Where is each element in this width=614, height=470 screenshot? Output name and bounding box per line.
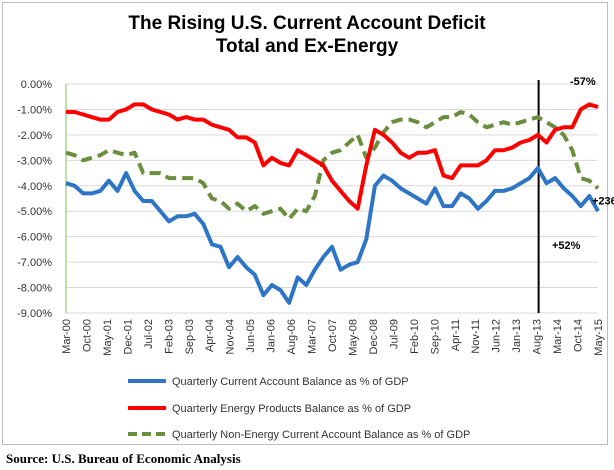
x-tick-label: Jul-02: [143, 319, 155, 349]
x-tick-label: Dec-08: [368, 319, 380, 354]
x-tick-label: Mar-14: [552, 319, 564, 354]
x-tick-label: Nov-11: [470, 319, 482, 354]
x-tick-label: Jun-12: [491, 319, 503, 353]
y-tick-label: -1.00%: [17, 104, 52, 116]
chart-title: The Rising U.S. Current Account Deficit …: [0, 12, 614, 58]
x-tick-label: Mar-00: [61, 319, 73, 354]
x-tick-label: May-08: [347, 319, 359, 356]
series-line-energy-products: [66, 102, 599, 211]
legend-label: Quarterly Energy Products Balance as % o…: [172, 403, 411, 415]
legend-label: Quarterly Non-Energy Current Account Bal…: [172, 429, 470, 441]
x-tick-label: Aug-13: [532, 319, 544, 354]
y-tick-label: -8.00%: [17, 283, 52, 295]
x-tick-label: Apr-11: [450, 319, 462, 351]
series-line-current-account: [65, 166, 600, 305]
source-note: Source: U.S. Bureau of Economic Analysis: [6, 451, 241, 466]
y-tick-label: -4.00%: [17, 181, 52, 193]
x-tick-label: Jun-05: [245, 319, 257, 353]
y-tick-label: -9.00%: [17, 308, 52, 320]
y-tick-label: -7.00%: [17, 257, 52, 269]
x-tick-label: Sep-03: [184, 319, 196, 354]
y-tick-label: -3.00%: [17, 155, 52, 167]
x-tick-label: May-15: [593, 319, 605, 356]
legend-label: Quarterly Current Account Balance as % o…: [172, 376, 409, 388]
x-tick-label: Nov-04: [225, 319, 237, 354]
x-tick-label: Dec-01: [122, 319, 134, 354]
y-tick-label: 0.00%: [21, 79, 52, 91]
x-tick-label: Mar-07: [307, 319, 319, 354]
x-tick-label: May-01: [102, 319, 114, 356]
x-tick-label: Feb-10: [409, 319, 421, 354]
x-tick-label: Feb-03: [163, 319, 175, 354]
x-tick-label: Oct-07: [327, 319, 339, 352]
series-line-non-energy: [65, 110, 600, 221]
x-tick-label: Oct-14: [573, 319, 585, 352]
y-tick-label: -6.00%: [17, 232, 52, 244]
chart-title-line1: The Rising U.S. Current Account Deficit: [128, 13, 486, 34]
x-tick-label: Oct-00: [81, 319, 93, 352]
chart-title-line2: Total and Ex-Energy: [215, 36, 399, 57]
annotation-label: +52%: [552, 240, 581, 252]
x-tick-label: Apr-04: [204, 319, 216, 352]
annotation-label: +236%: [592, 195, 614, 207]
y-tick-label: -2.00%: [17, 130, 52, 142]
y-tick-label: -5.00%: [17, 206, 52, 218]
annotation-label: -57%: [570, 76, 596, 88]
x-tick-label: Jul-09: [388, 319, 400, 349]
x-tick-label: Jan-06: [266, 319, 278, 353]
chart-frame: [2, 2, 608, 445]
x-tick-label: Aug-06: [286, 319, 298, 354]
x-tick-label: Jan-13: [511, 319, 523, 353]
x-tick-label: Sep-10: [429, 319, 441, 354]
